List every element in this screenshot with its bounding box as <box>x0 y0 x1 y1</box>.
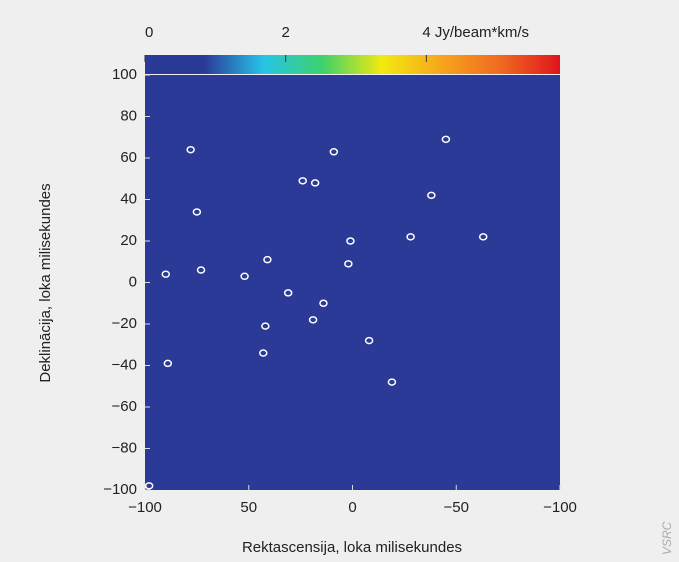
colorbar-tick-label: 0 <box>145 24 153 41</box>
chart: Rektascensija, loka milisekundes Deklinā… <box>0 0 679 562</box>
credit: VSRC <box>660 521 674 555</box>
x-tick-label: 0 <box>348 499 356 516</box>
colorbar-tick-label: 4 Jy/beam*km/s <box>422 24 529 41</box>
y-tick-label: 100 <box>112 66 137 83</box>
y-axis-label: Deklinācija, loka milisekundes <box>37 183 54 382</box>
y-tick-label: 40 <box>120 190 137 207</box>
y-tick-label: −60 <box>112 398 137 415</box>
x-tick-label: 50 <box>240 499 257 516</box>
colorbar <box>145 55 560 74</box>
y-tick-label: −40 <box>112 356 137 373</box>
y-tick-label: 0 <box>129 273 137 290</box>
x-axis-label: Rektascensija, loka milisekundes <box>242 539 462 556</box>
plot-area <box>145 75 560 490</box>
y-tick-label: 60 <box>120 149 137 166</box>
x-tick-label: −100 <box>128 499 162 516</box>
y-tick-label: −100 <box>103 481 137 498</box>
x-tick-label: −50 <box>444 499 469 516</box>
x-tick-label: −100 <box>543 499 577 516</box>
colorbar-tick-label: 2 <box>282 24 290 41</box>
y-tick-label: −80 <box>112 439 137 456</box>
y-tick-label: −20 <box>112 315 137 332</box>
y-tick-label: 80 <box>120 107 137 124</box>
y-tick-label: 20 <box>120 232 137 249</box>
